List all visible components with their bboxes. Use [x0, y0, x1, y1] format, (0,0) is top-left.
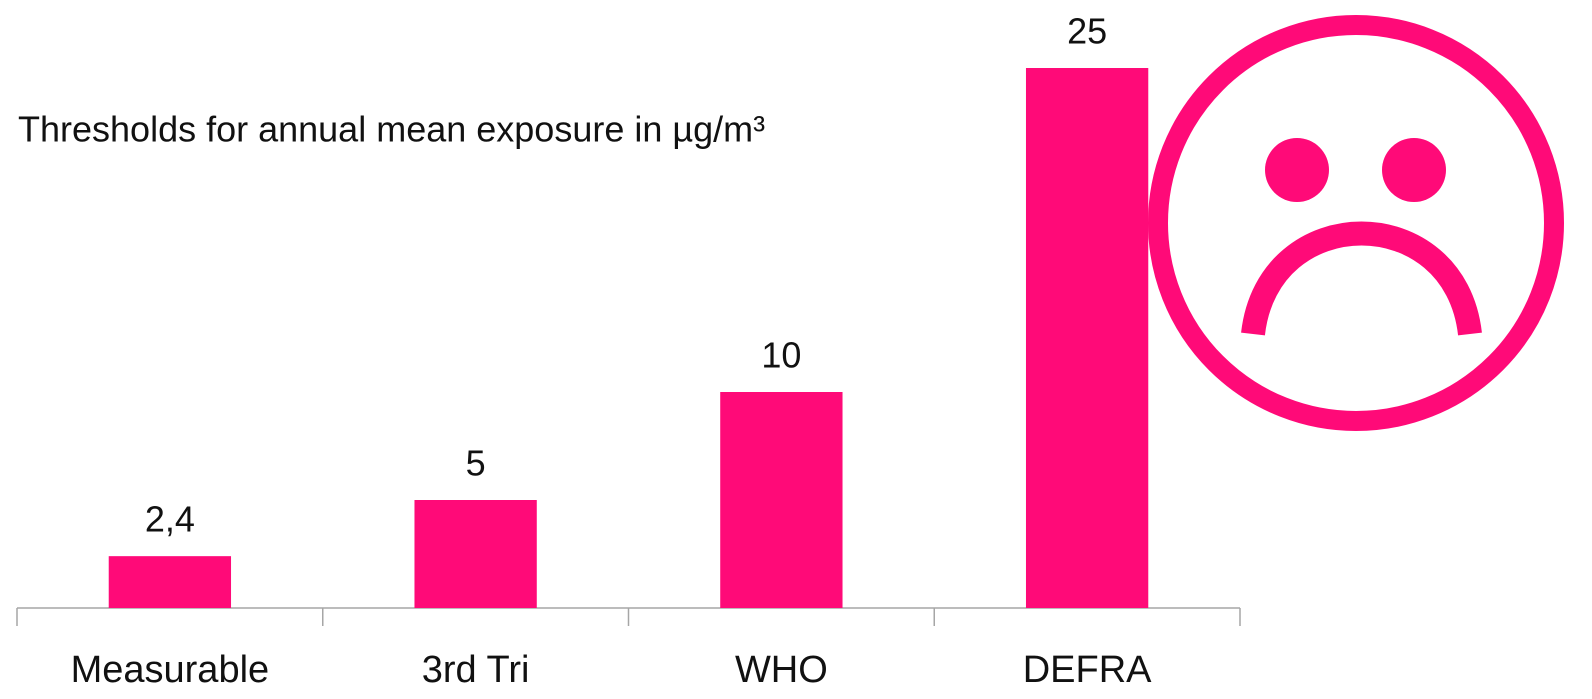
- x-tick-label: WHO: [735, 649, 828, 691]
- value-label: 2,4: [145, 499, 195, 540]
- sad-face: [1148, 15, 1564, 431]
- bar: [108, 556, 232, 608]
- value-label: 10: [761, 335, 801, 376]
- value-label: 5: [466, 443, 486, 484]
- left-eye: [1265, 138, 1329, 202]
- bar: [414, 500, 537, 608]
- frown: [1241, 221, 1482, 336]
- bar: [720, 392, 843, 608]
- bar: [1025, 68, 1149, 608]
- x-tick-label: DEFRA: [1023, 649, 1152, 691]
- x-tick-label: 3rd Tri: [422, 649, 530, 691]
- chart-title: Thresholds for annual mean exposure in µ…: [18, 109, 765, 150]
- face-outline: [1148, 15, 1564, 431]
- x-tick-label: Measurable: [71, 649, 270, 691]
- right-eye: [1382, 138, 1446, 202]
- value-label: 25: [1067, 11, 1107, 52]
